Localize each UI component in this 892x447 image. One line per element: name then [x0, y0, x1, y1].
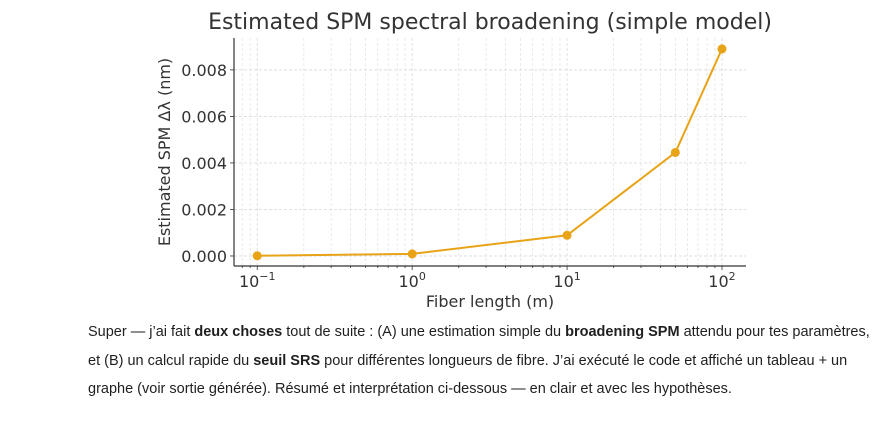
chart-title: Estimated SPM spectral broadening (simpl…	[208, 10, 772, 35]
x-tick-label: 102	[708, 270, 735, 291]
data-point	[562, 230, 572, 240]
grid	[234, 38, 746, 266]
y-tick-label: 0.006	[181, 107, 227, 126]
assistant-message: Super — j’ai fait deux choses tout de su…	[88, 318, 878, 404]
data-point	[670, 147, 680, 157]
y-tick-label: 0.000	[181, 247, 227, 266]
message-text: tout de suite : (A) une estimation simpl…	[282, 324, 566, 340]
message-bold: seuil SRS	[253, 352, 321, 369]
data-point	[407, 249, 417, 259]
data-point	[717, 44, 727, 54]
message-bold: broadening SPM	[565, 324, 680, 340]
series	[252, 44, 727, 261]
message-bold: deux choses	[194, 324, 283, 340]
x-tick-label: 101	[553, 270, 580, 291]
data-point	[252, 251, 262, 261]
message-text: pour différentes longueurs de fibre. J’a…	[88, 352, 848, 398]
series-line	[257, 48, 723, 257]
axes	[230, 38, 746, 270]
y-tick-label: 0.002	[181, 200, 227, 219]
x-tick-label: 10−1	[239, 270, 276, 291]
y-tick-label: 0.008	[181, 61, 227, 80]
message-text: Super — j’ai fait	[88, 324, 195, 340]
message-text: attendu pour tes paramètres, et (B) un c…	[88, 324, 870, 369]
y-axis-label: Estimated SPM Δλ (nm)	[155, 58, 174, 246]
x-axis-label: Fiber length (m)	[426, 292, 554, 311]
y-tick-label: 0.004	[181, 154, 227, 173]
x-tick-label: 100	[398, 270, 425, 291]
tick-labels: 0.000 0.002 0.004 0.006 0.008 10−1 100 101 102	[181, 61, 735, 291]
spm-chart: 0.000 0.002 0.004 0.006 0.008 10−1 100 101 102 E…	[155, 10, 772, 311]
